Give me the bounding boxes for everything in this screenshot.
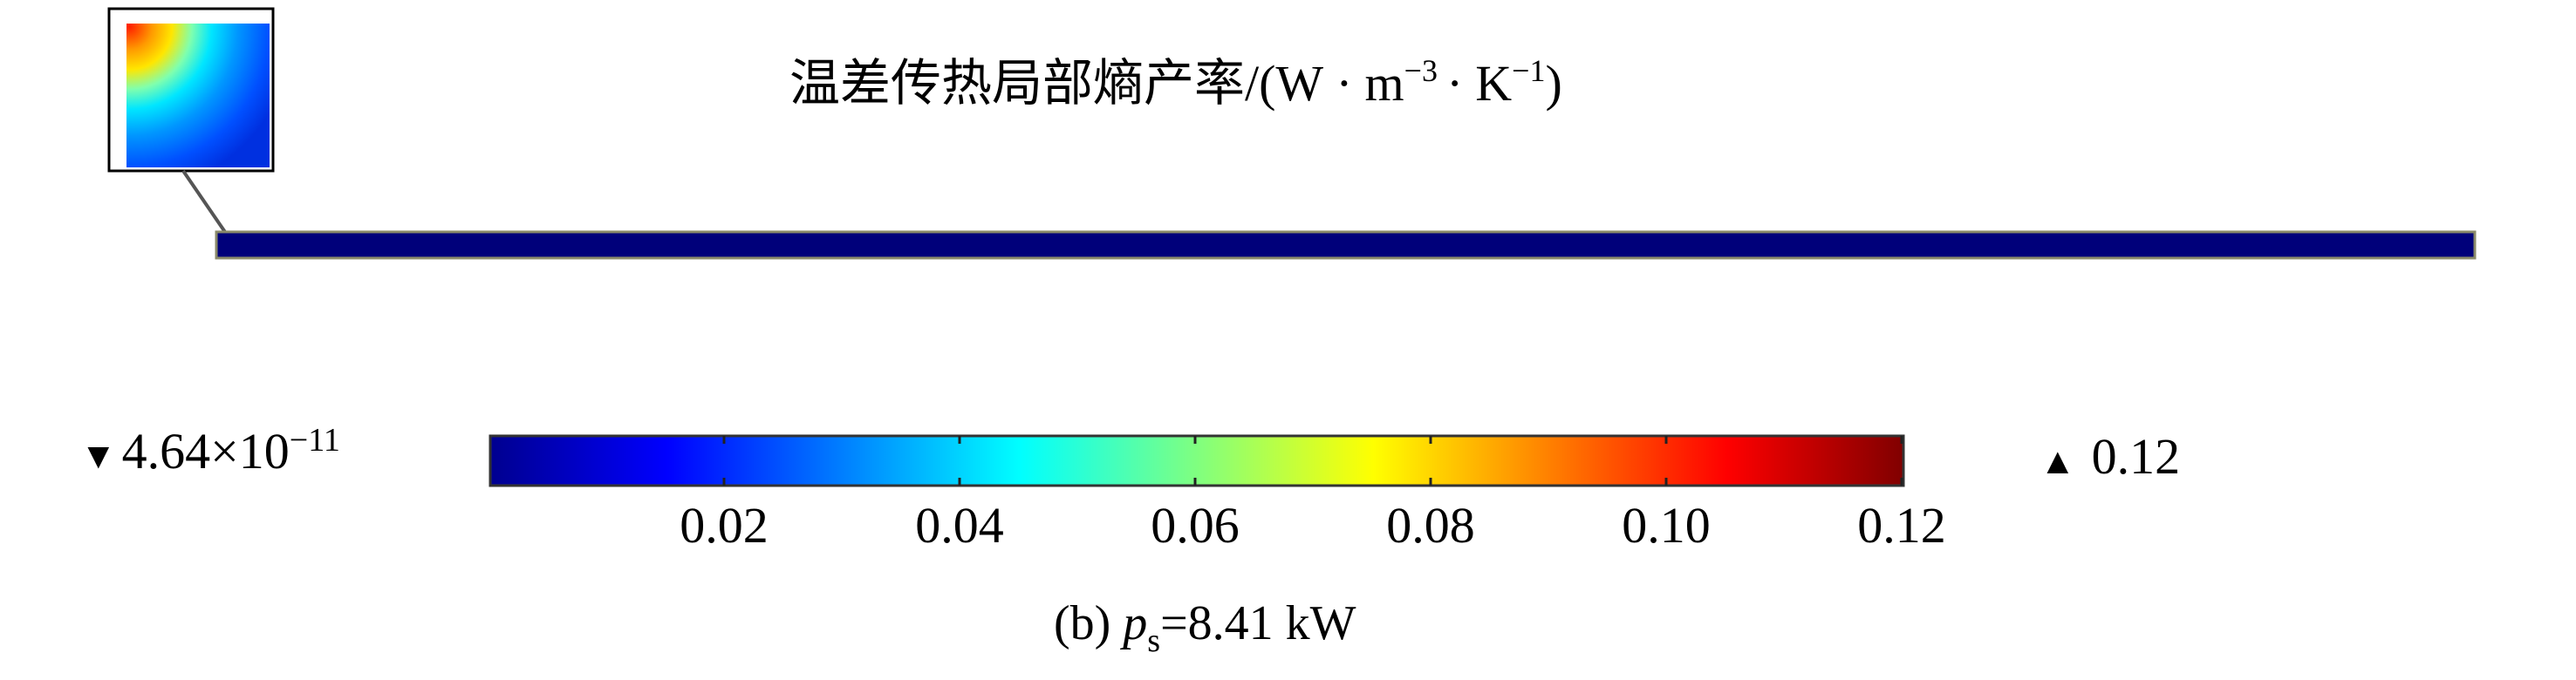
colorbar-tick-label: 0.12 [1857, 497, 1946, 554]
max-label: ▲ 0.12 [2040, 428, 2180, 485]
colorbar-tick-label: 0.10 [1622, 497, 1711, 554]
colorbar-tick-label: 0.04 [915, 497, 1004, 554]
colorbar-tick-label: 0.02 [680, 497, 769, 554]
min-label: ▼ 4.64×10−11 [80, 422, 340, 479]
colorbar-tick-label: 0.06 [1151, 497, 1240, 554]
inset-field [126, 24, 270, 167]
colorbar-ticks: 0.02 0.04 0.06 0.08 0.10 0.12 [680, 436, 1946, 554]
zoom-inset [107, 7, 275, 239]
domain-strip [215, 230, 2477, 260]
subfigure-caption: (b) ps=8.41 kW [1054, 596, 1356, 659]
chart-title: 温差传热局部熵产率/(W · m−3 · K−1) [789, 53, 1562, 112]
colorbar: 0.02 0.04 0.06 0.08 0.10 0.12 [489, 434, 1946, 554]
inset-leader-line [181, 169, 230, 239]
colorbar-tick-label: 0.08 [1386, 497, 1475, 554]
colorbar-fill [489, 434, 1905, 487]
